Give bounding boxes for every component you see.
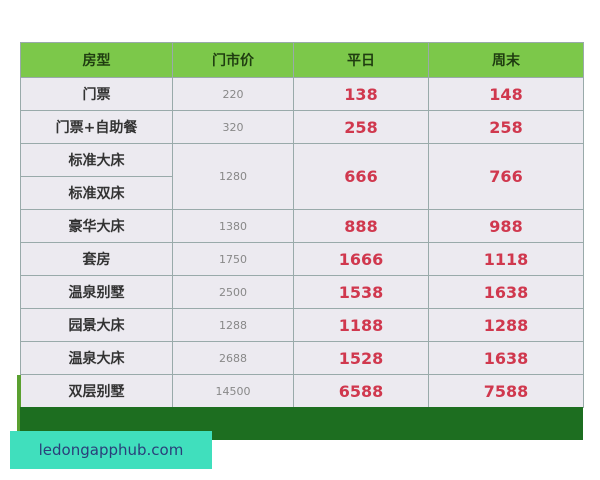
weekday-price: 1528 — [293, 341, 429, 375]
weekday-price: 258 — [293, 110, 429, 144]
header-weekday: 平日 — [293, 42, 429, 78]
room-type: 标准大床 — [20, 143, 173, 177]
weekday-price: 888 — [293, 209, 429, 243]
rack-rate: 14500 — [172, 374, 294, 408]
rack-rate: 1750 — [172, 242, 294, 276]
weekend-price: 258 — [428, 110, 584, 144]
room-type: 门票+自助餐 — [20, 110, 173, 144]
weekday-price: 1538 — [293, 275, 429, 309]
weekend-price: 1288 — [428, 308, 584, 342]
weekday-price: 6588 — [293, 374, 429, 408]
weekend-price: 1638 — [428, 341, 584, 375]
table-row: 豪华大床 1380 888 988 — [20, 209, 584, 243]
table-row: 园景大床 1288 1188 1288 — [20, 308, 584, 342]
header-room-type: 房型 — [20, 42, 173, 78]
table-row: 门票+自助餐 320 258 258 — [20, 110, 584, 144]
rack-rate: 2500 — [172, 275, 294, 309]
room-type: 温泉别墅 — [20, 275, 173, 309]
header-rack-rate: 门市价 — [172, 42, 294, 78]
header-weekend: 周末 — [428, 42, 584, 78]
rack-rate: 1288 — [172, 308, 294, 342]
rack-rate: 1380 — [172, 209, 294, 243]
price-table: 房型 门市价 平日 周末 门票 220 138 148 门票+自助餐 320 258 258… — [20, 42, 584, 408]
rack-rate: 220 — [172, 77, 294, 111]
weekend-price: 766 — [428, 143, 584, 210]
weekend-price: 988 — [428, 209, 584, 243]
table-row: 温泉别墅 2500 1538 1638 — [20, 275, 584, 309]
weekday-price: 1666 — [293, 242, 429, 276]
table-row: 套房 1750 1666 1118 — [20, 242, 584, 276]
room-type: 双层别墅 — [20, 374, 173, 408]
header-row: 房型 门市价 平日 周末 — [20, 42, 584, 78]
room-type: 标准双床 — [20, 176, 173, 210]
rack-rate: 320 — [172, 110, 294, 144]
watermark: ledongapphub.com — [10, 431, 212, 469]
table-row: 温泉大床 2688 1528 1638 — [20, 341, 584, 375]
room-type: 园景大床 — [20, 308, 173, 342]
rack-rate: 1280 — [172, 143, 294, 210]
weekend-price: 148 — [428, 77, 584, 111]
table-row: 标准大床 1280 666 766 — [20, 143, 584, 210]
weekday-price: 1188 — [293, 308, 429, 342]
left-accent-bar — [17, 375, 21, 440]
room-type: 套房 — [20, 242, 173, 276]
weekday-price: 666 — [293, 143, 429, 210]
room-type: 门票 — [20, 77, 173, 111]
weekend-price: 7588 — [428, 374, 584, 408]
room-type: 温泉大床 — [20, 341, 173, 375]
rack-rate: 2688 — [172, 341, 294, 375]
table-row: 标准双床 — [20, 176, 584, 210]
room-type: 豪华大床 — [20, 209, 173, 243]
table-row: 双层别墅 14500 6588 7588 — [20, 374, 584, 408]
table-row: 门票 220 138 148 — [20, 77, 584, 111]
weekend-price: 1118 — [428, 242, 584, 276]
weekend-price: 1638 — [428, 275, 584, 309]
weekday-price: 138 — [293, 77, 429, 111]
